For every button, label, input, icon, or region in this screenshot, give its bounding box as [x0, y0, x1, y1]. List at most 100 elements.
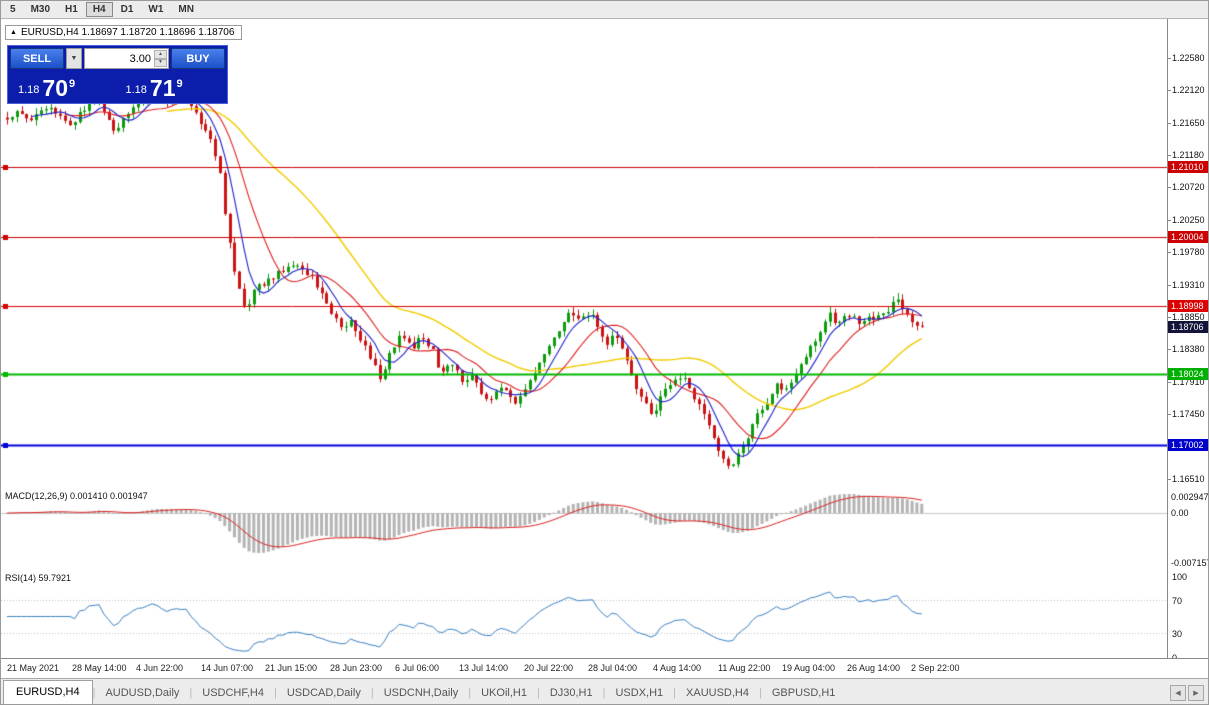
price-axis-label: 1.20720 — [1172, 182, 1205, 192]
volume-field: ▲ ▼ — [84, 48, 169, 69]
volume-decrease-button[interactable]: ▼ — [154, 58, 167, 67]
macd-indicator-canvas[interactable] — [1, 489, 1167, 571]
hline-price-label: 1.20004 — [1168, 231, 1208, 243]
chart-tab-usdchf-h4[interactable]: USDCHF,H4 — [202, 686, 264, 699]
chart-tab-usdx-h1[interactable]: USDX,H1 — [615, 686, 664, 699]
price-axis-tick — [1168, 220, 1171, 221]
chart-tab-xauusd-h4[interactable]: XAUUSD,H4 — [686, 686, 749, 699]
timeframe-toolbar: 5 M30 H1 H4 D1 W1 MN — [1, 1, 1208, 19]
ask-pip-digit: 9 — [176, 78, 183, 90]
price-axis-label: 1.18850 — [1172, 312, 1205, 322]
hline-price-label: 1.21010 — [1168, 161, 1208, 173]
chart-tab-audusd-daily[interactable]: AUDUSD,Daily — [105, 686, 180, 699]
timeframe-5[interactable]: 5 — [3, 2, 23, 17]
price-chart-pane: ▲ EURUSD,H4 1.18697 1.18720 1.18696 1.18… — [1, 19, 1167, 489]
buy-button[interactable]: BUY — [171, 48, 225, 69]
price-axis-label: 1.22580 — [1172, 53, 1205, 63]
bid-big-digits: 70 — [42, 75, 69, 101]
tab-separator: | — [673, 686, 677, 699]
tab-separator: | — [602, 686, 606, 699]
tab-separator: | — [758, 686, 762, 699]
timeframe-h4[interactable]: H4 — [85, 2, 113, 17]
hline-price-label: 1.17002 — [1168, 439, 1208, 451]
rsi-indicator-canvas[interactable] — [1, 571, 1167, 658]
collapse-icon[interactable]: ▲ — [10, 28, 17, 36]
tab-scroll-right-icon[interactable]: ▶ — [1188, 684, 1204, 701]
rsi-axis-label: 30 — [1172, 629, 1183, 639]
chart-title-text: EURUSD,H4 1.18697 1.18720 1.18696 1.1870… — [20, 27, 235, 38]
rsi-axis-label: 100 — [1172, 572, 1188, 582]
price-axis-label: 1.17450 — [1172, 409, 1205, 419]
price-axis-tick — [1168, 285, 1171, 286]
one-click-trading-panel: SELL ▼ ▲ ▼ BUY 1.18 70 9 — [7, 45, 228, 104]
time-axis-label: 28 May 14:00 — [72, 663, 127, 673]
time-axis-label: 4 Jun 22:00 — [136, 663, 184, 673]
price-axis-label: 1.16510 — [1172, 474, 1205, 484]
chart-tab-usdcnh-daily[interactable]: USDCNH,Daily — [383, 686, 459, 699]
price-axis-tick — [1168, 187, 1171, 188]
price-axis-tick — [1168, 382, 1171, 383]
rsi-pane: RSI(14) 59.7921 — [1, 571, 1167, 658]
time-axis-label: 11 Aug 22:00 — [718, 663, 771, 673]
volume-input[interactable] — [85, 49, 168, 68]
tab-scroll-left-icon[interactable]: ◀ — [1170, 684, 1186, 701]
ask-price: 1.18 71 9 — [118, 71, 226, 101]
chart-tab-usdcad-daily[interactable]: USDCAD,Daily — [286, 686, 361, 699]
chart-title: ▲ EURUSD,H4 1.18697 1.18720 1.18696 1.18… — [5, 25, 243, 40]
timeframe-h1[interactable]: H1 — [58, 2, 85, 17]
timeframe-m30[interactable]: M30 — [23, 2, 58, 17]
trade-controls-row: SELL ▼ ▲ ▼ BUY — [10, 48, 225, 69]
timeframe-mn[interactable]: MN — [171, 2, 201, 17]
volume-spinner: ▲ ▼ — [154, 50, 167, 67]
bid-pip-digit: 9 — [69, 78, 76, 90]
time-axis-label: 19 Aug 04:00 — [782, 663, 836, 673]
chart-tab-ukoil-h1[interactable]: UKOil,H1 — [481, 686, 527, 699]
bid-price: 1.18 70 9 — [10, 71, 118, 101]
current-price-label: 1.18706 — [1168, 321, 1208, 333]
macd-label: MACD(12,26,9) 0.001410 0.001947 — [5, 491, 148, 501]
tab-separator: | — [370, 686, 374, 699]
time-axis-label: 2 Sep 22:00 — [911, 663, 960, 673]
tab-separator: | — [189, 686, 193, 699]
price-axis-tick — [1168, 123, 1171, 124]
macd-axis-max: 0.002947 — [1171, 492, 1209, 502]
chart-tab-gbpusd-h1[interactable]: GBPUSD,H1 — [771, 686, 836, 699]
price-axis-label: 1.18380 — [1172, 344, 1205, 354]
price-axis: 0.002947 0.00 -0.007157 1.22580 1.22120 1.… — [1167, 19, 1209, 663]
macd-axis-min: -0.007157 — [1171, 558, 1209, 568]
chart-tab-eurusd-h4[interactable]: EURUSD,H4 — [3, 680, 93, 704]
rsi-axis-label: 70 — [1172, 596, 1183, 606]
hline-price-label: 1.18024 — [1168, 368, 1208, 380]
time-axis-label: 28 Jul 04:00 — [588, 663, 638, 673]
time-axis-label: 26 Aug 14:00 — [847, 663, 901, 673]
price-axis-tick — [1168, 479, 1171, 480]
price-axis-tick — [1168, 155, 1171, 156]
macd-pane: MACD(12,26,9) 0.001410 0.001947 — [1, 489, 1167, 571]
tab-separator: | — [468, 686, 472, 699]
timeframe-d1[interactable]: D1 — [113, 2, 141, 17]
price-axis-label: 1.20250 — [1172, 215, 1205, 225]
tab-scroll-controls: ◀ ▶ — [1170, 684, 1208, 701]
time-axis-label: 28 Jun 23:00 — [330, 663, 383, 673]
price-axis-label: 1.19780 — [1172, 247, 1205, 257]
price-axis-label: 1.17910 — [1172, 377, 1205, 387]
volume-increase-button[interactable]: ▲ — [154, 50, 167, 59]
price-axis-label: 1.22120 — [1172, 85, 1205, 95]
tab-separator: | — [536, 686, 540, 699]
price-axis-tick — [1168, 90, 1171, 91]
price-axis-label: 1.21180 — [1172, 150, 1204, 160]
macd-axis-zero: 0.00 — [1171, 508, 1189, 518]
price-axis-tick — [1168, 317, 1171, 318]
time-axis-label: 13 Jul 14:00 — [459, 663, 509, 673]
price-axis-tick — [1168, 58, 1171, 59]
price-axis-label: 1.19310 — [1172, 280, 1205, 290]
volume-dropdown-button[interactable]: ▼ — [66, 48, 82, 69]
tab-separator: | — [274, 686, 277, 699]
sell-button[interactable]: SELL — [10, 48, 64, 69]
chart-tab-dj30-h1[interactable]: DJ30,H1 — [549, 686, 593, 699]
timeframe-w1[interactable]: W1 — [141, 2, 171, 17]
time-axis-label: 4 Aug 14:00 — [653, 663, 702, 673]
time-axis-label: 6 Jul 06:00 — [395, 663, 440, 673]
ask-big-digits: 71 — [149, 75, 176, 101]
